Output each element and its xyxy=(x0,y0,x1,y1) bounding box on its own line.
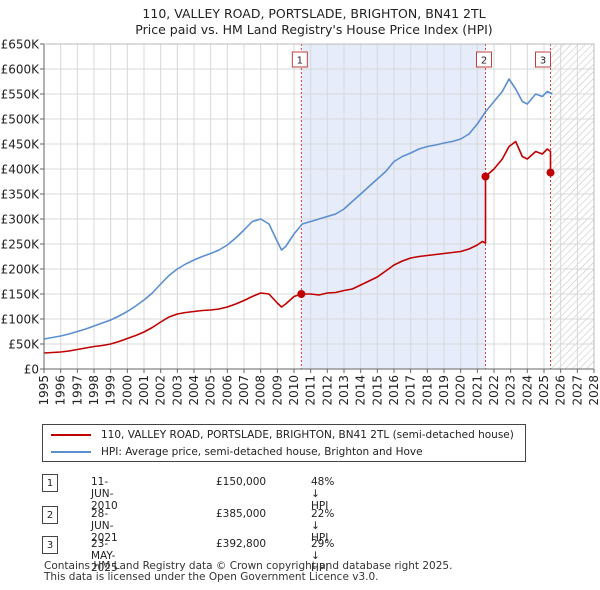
x-tick-label: 2022 xyxy=(487,375,501,406)
chart-subtitle: Price paid vs. HM Land Registry's House … xyxy=(135,22,492,37)
x-tick-label: 2026 xyxy=(554,375,568,406)
sale-point xyxy=(297,290,306,298)
transaction-number-badge: 2 xyxy=(42,506,58,524)
sale-label-box: 3 xyxy=(535,51,551,68)
x-tick-label: 2013 xyxy=(337,375,351,406)
x-tick-label: 2008 xyxy=(254,375,268,406)
x-tick-label: 2015 xyxy=(370,375,384,406)
y-tick-label: £450K xyxy=(1,138,41,152)
x-tick-label: 2023 xyxy=(504,375,518,406)
transaction-price: £385,000 xyxy=(216,508,267,520)
sale-label-number: 1 xyxy=(297,56,303,67)
sale-label-frame xyxy=(535,51,551,68)
x-tick-label: 2012 xyxy=(320,375,334,406)
legend-item-hpi: HPI: Average price, semi-detached house,… xyxy=(51,444,423,460)
x-tick-label: 1999 xyxy=(104,375,118,406)
x-tick-label: 2017 xyxy=(404,375,418,406)
x-tick-label: 2019 xyxy=(437,375,451,406)
legend-item-property: 110, VALLEY ROAD, PORTSLADE, BRIGHTON, B… xyxy=(51,427,514,443)
x-tick-label: 1996 xyxy=(54,375,68,406)
x-tick-label: 1995 xyxy=(37,375,51,406)
x-tick-label: 2005 xyxy=(204,375,218,406)
x-tick-label: 2002 xyxy=(154,375,168,406)
future-hatch-region xyxy=(550,44,594,369)
price-chart: 110, VALLEY ROAD, PORTSLADE, BRIGHTON, B… xyxy=(1,6,600,406)
footer: Contains HM Land Registry data © Crown c… xyxy=(44,561,452,583)
x-tick-label: 2011 xyxy=(304,375,318,406)
transaction-price: £150,000 xyxy=(216,476,267,488)
x-tick-label: 2009 xyxy=(270,375,284,406)
sale-label-frame xyxy=(476,51,492,68)
legend-label-hpi: HPI: Average price, semi-detached house,… xyxy=(101,446,423,458)
x-tick-label: 2018 xyxy=(420,375,434,406)
footer-copyright: Contains HM Land Registry data © Crown c… xyxy=(44,560,453,572)
y-tick-label: £600K xyxy=(1,63,41,77)
transaction-hpi-diff: 48% ↓ HPI xyxy=(311,476,335,512)
y-tick-label: £550K xyxy=(1,88,41,102)
legend-label-property: 110, VALLEY ROAD, PORTSLADE, BRIGHTON, B… xyxy=(101,429,514,441)
y-tick-label: £0 xyxy=(24,363,39,377)
ownership-shaded-region xyxy=(301,44,486,369)
x-tick-label: 1998 xyxy=(87,375,101,406)
y-tick-label: £650K xyxy=(1,38,41,52)
transaction-price: £392,800 xyxy=(216,538,267,550)
x-tick-label: 2028 xyxy=(587,375,600,406)
x-tick-label: 2006 xyxy=(220,375,234,406)
legend-swatch-hpi xyxy=(51,451,91,453)
x-tick-label: 2000 xyxy=(120,375,134,406)
legend-swatch-property xyxy=(51,434,91,436)
y-tick-label: £300K xyxy=(1,213,41,227)
hpi-line xyxy=(43,78,553,340)
sale-label-box: 2 xyxy=(476,51,492,68)
chart-title: 110, VALLEY ROAD, PORTSLADE, BRIGHTON, B… xyxy=(142,6,485,21)
y-tick-label: £100K xyxy=(1,313,41,327)
sale-label-box: 1 xyxy=(291,51,308,68)
transaction-hpi-diff: 29% ↓ HPI xyxy=(311,538,335,574)
y-tick-label: £250K xyxy=(1,238,41,252)
transaction-hpi-diff: 22% ↓ HPI xyxy=(311,508,335,544)
x-tick-label: 2016 xyxy=(387,375,401,406)
x-tick-label: 2021 xyxy=(470,375,484,406)
property-price-line xyxy=(43,140,553,354)
x-tick-label: 2001 xyxy=(137,375,151,406)
footer-licence: This data is licensed under the Open Gov… xyxy=(44,571,379,583)
x-tick-label: 2020 xyxy=(454,375,468,406)
legend: 110, VALLEY ROAD, PORTSLADE, BRIGHTON, B… xyxy=(42,424,526,462)
sale-point xyxy=(546,168,555,177)
y-tick-label: £350K xyxy=(1,188,41,202)
transaction-date: 23-MAY-2025 xyxy=(91,538,118,574)
x-tick-label: 2027 xyxy=(570,375,584,406)
y-tick-label: £200K xyxy=(1,263,41,277)
x-tick-label: 2024 xyxy=(520,375,534,406)
sale-label-number: 2 xyxy=(481,56,487,67)
y-tick-label: £400K xyxy=(1,163,41,177)
x-tick-label: 2010 xyxy=(287,375,301,406)
x-tick-label: 2025 xyxy=(537,375,551,406)
y-tick-label: £50K xyxy=(8,338,40,352)
transaction-number-badge: 3 xyxy=(42,536,58,554)
x-tick-label: 1997 xyxy=(70,375,84,406)
sale-point xyxy=(481,172,490,181)
x-tick-label: 2007 xyxy=(237,375,251,406)
x-tick-label: 2003 xyxy=(170,375,184,406)
transaction-date: 11-JUN-2010 xyxy=(91,476,118,512)
sale-label-number: 3 xyxy=(540,56,546,67)
transaction-date: 28-JUN-2021 xyxy=(91,508,118,544)
sale-label-frame xyxy=(291,51,308,68)
x-tick-label: 2014 xyxy=(354,375,368,406)
transaction-number-badge: 1 xyxy=(42,474,58,492)
y-tick-label: £150K xyxy=(1,288,41,302)
y-tick-label: £500K xyxy=(1,113,41,127)
x-tick-label: 2004 xyxy=(187,375,201,406)
